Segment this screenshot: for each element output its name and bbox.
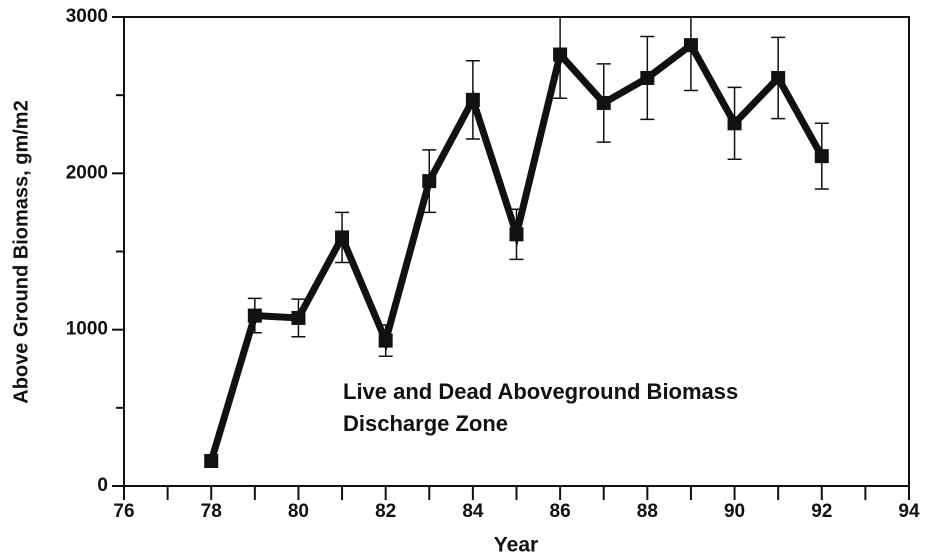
y-axis-label: Above Ground Biomass, gm/m2 <box>10 100 32 403</box>
x-tick-label: 86 <box>550 501 571 522</box>
data-point <box>596 95 611 110</box>
y-tick-label: 0 <box>97 475 108 496</box>
x-tick-label: 78 <box>201 501 222 522</box>
x-tick-label: 76 <box>113 501 134 522</box>
x-tick-label: 88 <box>637 501 658 522</box>
data-point <box>335 230 350 245</box>
data-point <box>553 47 568 62</box>
x-axis-label: Year <box>494 534 538 557</box>
x-tick-label: 80 <box>288 501 309 522</box>
y-tick-label: 1000 <box>66 319 108 340</box>
data-point <box>378 333 393 348</box>
data-point <box>291 310 306 325</box>
annotation: Discharge Zone <box>343 411 508 436</box>
data-point <box>814 149 829 164</box>
data-point <box>640 70 655 85</box>
data-point <box>683 38 698 53</box>
x-tick-label: 90 <box>724 501 745 522</box>
x-tick-label: 92 <box>811 501 832 522</box>
y-tick-label: 3000 <box>66 6 108 27</box>
x-tick-label: 94 <box>898 501 920 522</box>
annotation: Live and Dead Aboveground Biomass <box>343 379 738 404</box>
data-point <box>771 70 786 85</box>
data-point <box>204 453 219 468</box>
y-tick-label: 2000 <box>66 162 108 183</box>
data-point <box>509 227 524 242</box>
x-tick-label: 82 <box>375 501 396 522</box>
data-point <box>247 308 262 323</box>
data-point <box>465 92 480 107</box>
data-point <box>727 116 742 131</box>
error-bar <box>683 17 698 92</box>
data-point <box>422 174 437 189</box>
x-tick-label: 84 <box>462 501 484 522</box>
